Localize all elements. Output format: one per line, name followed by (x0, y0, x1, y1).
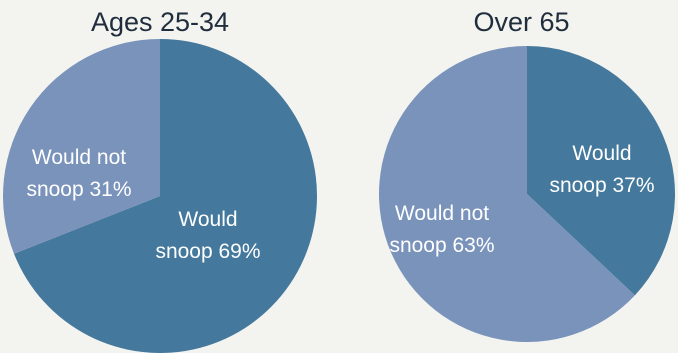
pie-slice-would-not-snoop (2, 39, 161, 254)
pie-chart-over-65: Over 65 Would snoop 37% Would not snoop 63% (365, 0, 678, 353)
pie-slice-would-snoop (14, 39, 318, 353)
slice-label-line1: Would not (395, 202, 489, 225)
chart-title: Ages 25-34 (90, 7, 230, 37)
pie-slice-would-snoop (527, 46, 675, 296)
slice-label: Would not snoop 63% (389, 202, 494, 257)
slice-label: Would snoop 37% (549, 142, 654, 197)
slice-label: Would snoop 69% (155, 208, 260, 263)
slice-label: Would not snoop 31% (26, 146, 131, 201)
pie-svg: Would snoop 69% Would not snoop 31% (2, 39, 318, 353)
chart-title: Over 65 (473, 7, 570, 37)
slice-label-line2: snoop 69% (155, 240, 260, 263)
slice-label-line1: Would (572, 142, 631, 165)
slice-label-line2: snoop 31% (26, 178, 131, 201)
pie-chart-ages-25-34: Ages 25-34 Would snoop 69% Would not snoop … (0, 0, 320, 353)
slice-label-line2: snoop 37% (549, 174, 654, 197)
pie-svg: Would snoop 37% Would not snoop 63% (379, 46, 675, 342)
pie-slice-would-not-snoop (379, 46, 635, 342)
slice-label-line1: Would (178, 208, 237, 231)
slice-label-line1: Would not (32, 146, 126, 169)
slice-label-line2: snoop 63% (389, 234, 494, 257)
